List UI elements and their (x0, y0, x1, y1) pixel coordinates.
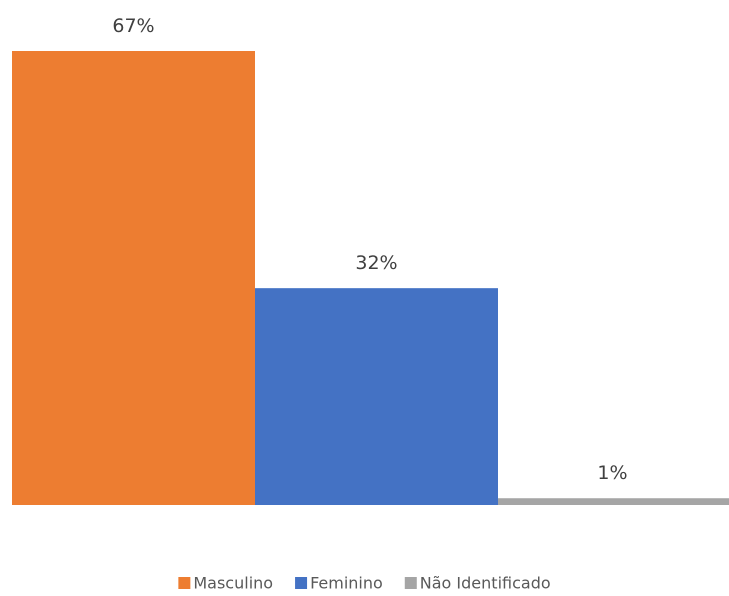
legend-swatch (295, 577, 308, 589)
bar (12, 51, 255, 505)
bar (498, 498, 729, 505)
bar (255, 288, 498, 505)
legend-label: Não Identificado (420, 574, 551, 593)
data-label: 67% (112, 15, 154, 37)
legend-label: Masculino (193, 574, 273, 593)
legend-label: Feminino (310, 574, 383, 593)
legend-swatch (404, 577, 417, 589)
legend-swatch (178, 577, 191, 589)
data-label: 1% (597, 462, 627, 484)
data-label: 32% (355, 252, 397, 274)
